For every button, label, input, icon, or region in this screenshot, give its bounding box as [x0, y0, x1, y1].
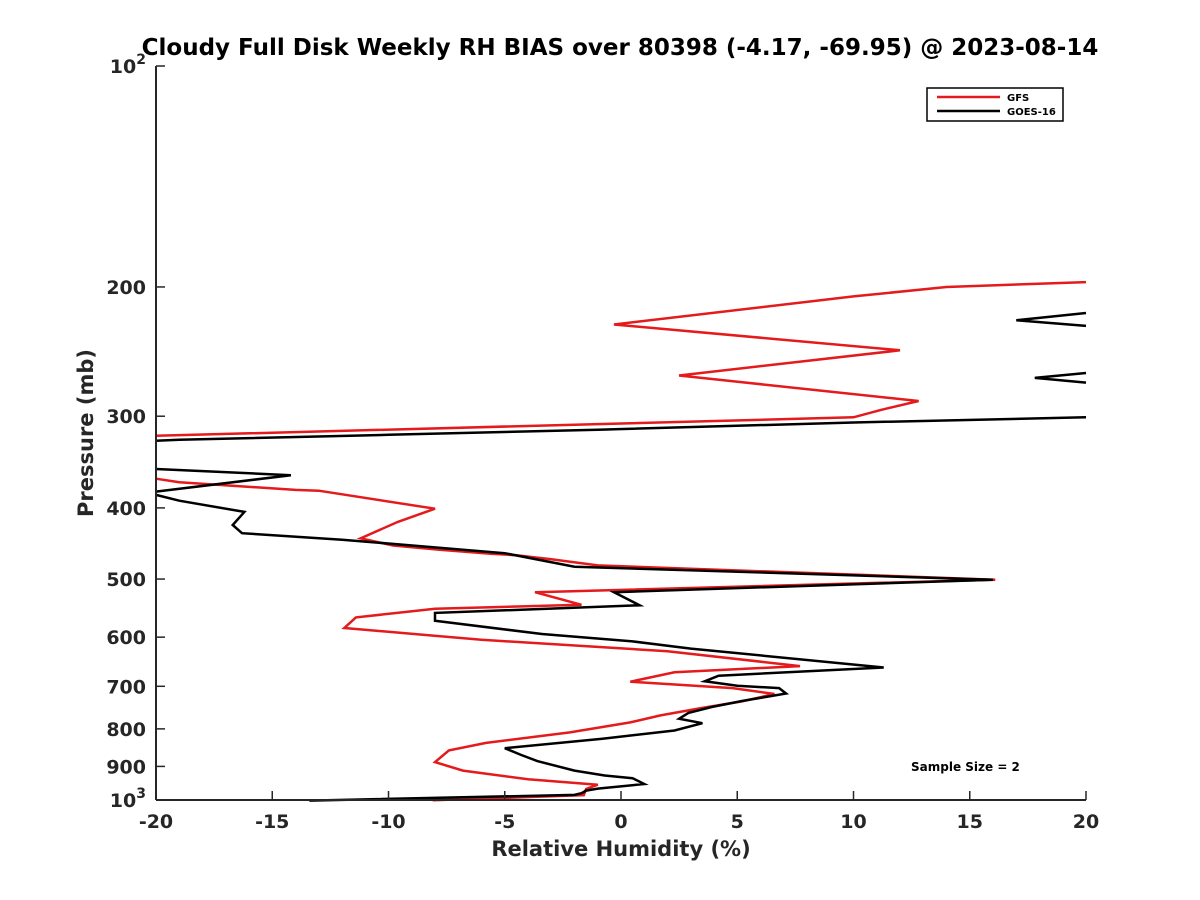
series-layer [155, 280, 1087, 802]
y-tick-label: 600 [106, 627, 146, 649]
x-tick-label: 20 [1073, 811, 1099, 833]
x-tick-label: -20 [139, 811, 173, 833]
x-tick-label: 5 [731, 811, 744, 833]
y-tick-label: 500 [106, 569, 146, 591]
x-tick-label: -5 [494, 811, 515, 833]
y-tick-label: 800 [106, 719, 146, 741]
y-tick-label: 400 [106, 498, 146, 520]
chart-title: Cloudy Full Disk Weekly RH BIAS over 803… [142, 35, 1099, 61]
series-line-goes16-2 [155, 416, 1087, 442]
x-tick-label: 0 [614, 811, 627, 833]
sample-size-annotation: Sample Size = 2 [911, 760, 1020, 774]
legend-label-goes16: GOES-16 [1007, 107, 1056, 118]
legend-label-gfs: GFS [1007, 93, 1029, 104]
series-line-goes16-0 [1016, 311, 1087, 328]
y-tick-label: 103 [110, 786, 146, 812]
x-axis-label: Relative Humidity (%) [491, 837, 750, 861]
y-axis-label: Pressure (mb) [74, 349, 98, 517]
legend: GFS GOES-16 [926, 87, 1064, 122]
y-tick-label: 700 [106, 676, 146, 698]
x-tick-label: -10 [371, 811, 405, 833]
y-tick-label: 900 [106, 756, 146, 778]
x-tick-label: -15 [255, 811, 289, 833]
x-tick-label: 10 [840, 811, 866, 833]
series-line-goes16-1 [1034, 371, 1087, 384]
plot-area: -20 -15 -10 -5 0 5 10 15 20 102 200 300 400 500 600 70… [106, 52, 1099, 833]
legend-box [926, 87, 1064, 122]
series-line-gfs-0 [155, 280, 1087, 438]
x-ticks: -20 -15 -10 -5 0 5 10 15 20 [139, 791, 1099, 833]
series-line-goes16-3 [155, 467, 292, 493]
series-line-goes16-4 [155, 493, 994, 802]
y-tick-label: 200 [106, 277, 146, 299]
y-tick-label: 300 [106, 406, 146, 428]
y-tick-label: 102 [110, 52, 146, 78]
x-tick-label: 15 [957, 811, 983, 833]
y-ticks: 102 200 300 400 500 600 700 800 900 103 [106, 52, 165, 812]
